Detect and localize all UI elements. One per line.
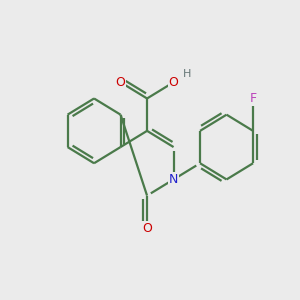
Text: O: O [169,76,178,89]
Text: O: O [116,76,125,89]
Text: N: N [169,173,178,186]
Text: O: O [142,221,152,235]
Text: F: F [250,92,256,105]
Text: H: H [183,69,191,79]
